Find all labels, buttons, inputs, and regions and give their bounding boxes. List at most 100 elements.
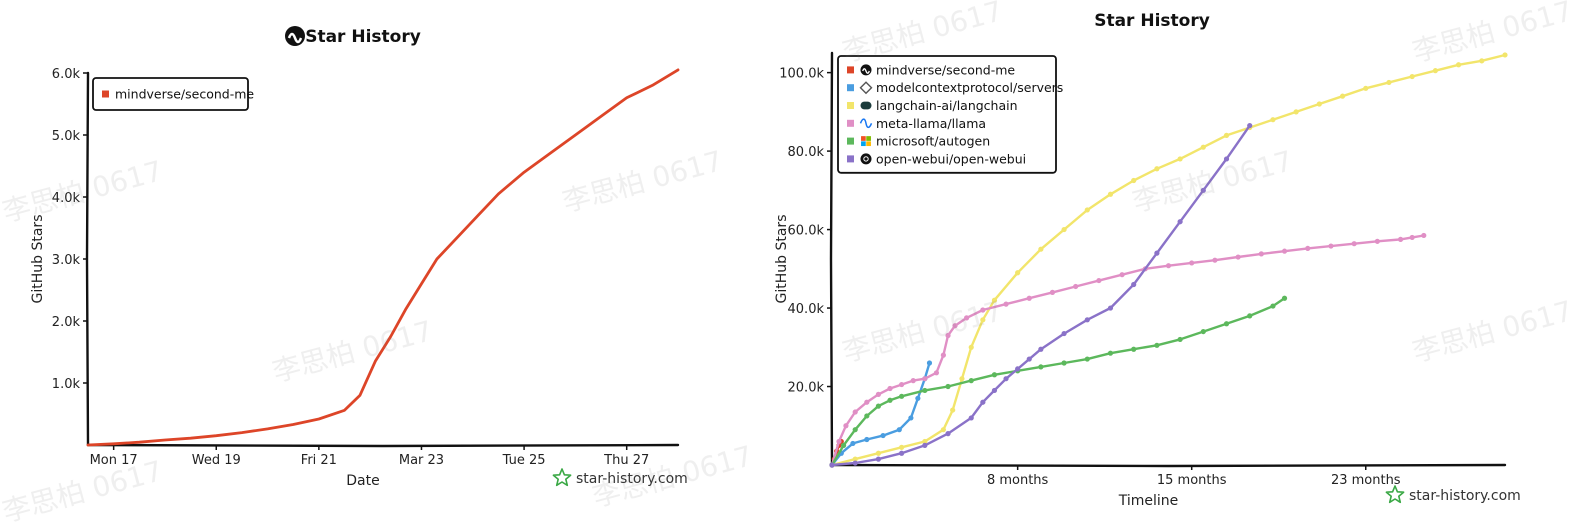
data-point <box>1107 191 1114 197</box>
data-point <box>1502 52 1508 58</box>
data-point <box>922 387 928 394</box>
data-point <box>945 332 951 339</box>
meta-logo-icon <box>859 118 873 129</box>
data-point <box>899 444 905 450</box>
data-point <box>1131 346 1137 352</box>
microsoft-logo-square <box>866 141 871 147</box>
data-point <box>1258 251 1264 257</box>
data-point <box>910 378 916 384</box>
x-tick-label: Mar 23 <box>399 453 444 468</box>
data-point <box>852 460 858 466</box>
y-tick-label: 60.0k <box>788 224 825 239</box>
data-point <box>836 438 842 445</box>
legend-entry: open-webui/open-webui <box>876 151 1026 166</box>
y-tick-label: 4.0k <box>52 191 81 206</box>
data-point <box>864 413 870 419</box>
data-point <box>1328 243 1334 249</box>
data-point <box>1049 289 1056 295</box>
data-point <box>852 456 858 462</box>
star-history-logo-icon <box>1385 485 1405 504</box>
series-open-webui-open-webui <box>829 122 1253 468</box>
data-point <box>1247 122 1253 129</box>
x-tick-label: Thu 27 <box>603 453 649 468</box>
right-chart-panel: Star History 20.0k 40.0k 60.0k 80.0k 100.0k 8 … <box>762 0 1572 522</box>
data-point <box>1177 336 1183 343</box>
data-point <box>1131 281 1137 288</box>
x-axis-label: Date <box>346 473 379 489</box>
data-point <box>1107 305 1114 311</box>
data-point <box>1189 260 1195 266</box>
data-point <box>1107 350 1114 356</box>
data-point <box>1038 246 1044 252</box>
x-axis-line <box>830 463 1507 468</box>
data-point <box>1212 257 1218 263</box>
legend-box <box>92 77 249 111</box>
data-point <box>1223 132 1230 138</box>
left-chart-svg: Star History 1.0k 2.0k 3.0k 4.0k 5.0k 6.0k Mon … <box>30 26 688 489</box>
data-point <box>980 307 986 313</box>
data-point <box>1177 156 1183 162</box>
y-tick-label: 3.0k <box>52 253 81 268</box>
series-mindverse-second-me <box>86 68 680 447</box>
series-line <box>86 68 680 447</box>
legend-entry: microsoft/autogen <box>876 134 990 149</box>
data-point <box>968 415 974 421</box>
data-point <box>1084 207 1090 213</box>
right-chart-svg: Star History 20.0k 40.0k 60.0k 80.0k 100.0k 8 … <box>774 11 1521 509</box>
credit-text: star-history.com <box>1409 488 1521 504</box>
legend-swatch <box>102 90 109 98</box>
chart-title-group: Star History <box>285 26 421 47</box>
y-axis-label: GitHub Stars <box>30 215 46 304</box>
data-point <box>899 381 905 388</box>
data-point <box>1270 303 1276 309</box>
data-point <box>915 395 921 401</box>
data-point <box>940 427 946 433</box>
data-point <box>841 442 847 448</box>
left-chart-panel: Star History 1.0k 2.0k 3.0k 4.0k 5.0k 6.0k Mon … <box>0 0 760 522</box>
data-point <box>1281 248 1288 254</box>
data-point <box>875 450 882 456</box>
data-point <box>875 456 882 462</box>
y-tick-label: 40.0k <box>788 302 825 317</box>
data-point <box>933 370 940 376</box>
openwebui-logo-icon <box>860 153 872 165</box>
data-point <box>1061 330 1067 337</box>
data-point <box>1293 109 1299 115</box>
legend-swatch <box>847 66 854 74</box>
legend: mindverse/second-me <box>92 77 254 111</box>
data-point <box>1200 187 1206 193</box>
y-tick-label: 80.0k <box>788 145 825 160</box>
data-point <box>1316 101 1322 107</box>
data-point <box>1339 93 1346 99</box>
data-point <box>945 383 951 390</box>
data-point <box>980 317 986 323</box>
y-tick-label: 6.0k <box>52 67 81 82</box>
data-point <box>1015 366 1021 372</box>
data-point <box>875 391 882 397</box>
data-point <box>950 407 956 413</box>
data-point <box>864 436 870 443</box>
chart-title: Star History <box>1094 11 1210 31</box>
legend-entry: mindverse/second-me <box>876 62 1015 77</box>
data-point <box>1015 270 1021 276</box>
data-point <box>896 427 902 433</box>
data-point <box>1026 295 1032 301</box>
microsoft-logo-icon <box>861 136 866 141</box>
y-axis-line <box>829 51 834 467</box>
data-point <box>852 409 858 415</box>
mindverse-logo-mark <box>862 68 870 74</box>
data-point <box>980 399 986 405</box>
star-history-credit: star-history.com <box>1385 485 1521 504</box>
star-history-credit: star-history.com <box>552 468 688 487</box>
data-point <box>968 378 974 384</box>
chart-title: Star History <box>305 27 421 47</box>
data-point <box>1003 301 1009 307</box>
y-tick-label: 100.0k <box>779 67 824 82</box>
mcp-logo-icon <box>859 81 873 95</box>
data-point <box>1038 364 1044 370</box>
data-point <box>1061 226 1067 233</box>
data-point <box>1247 313 1253 319</box>
x-axis-label: Timeline <box>1118 493 1179 509</box>
data-point <box>922 376 928 382</box>
data-point <box>908 415 914 421</box>
